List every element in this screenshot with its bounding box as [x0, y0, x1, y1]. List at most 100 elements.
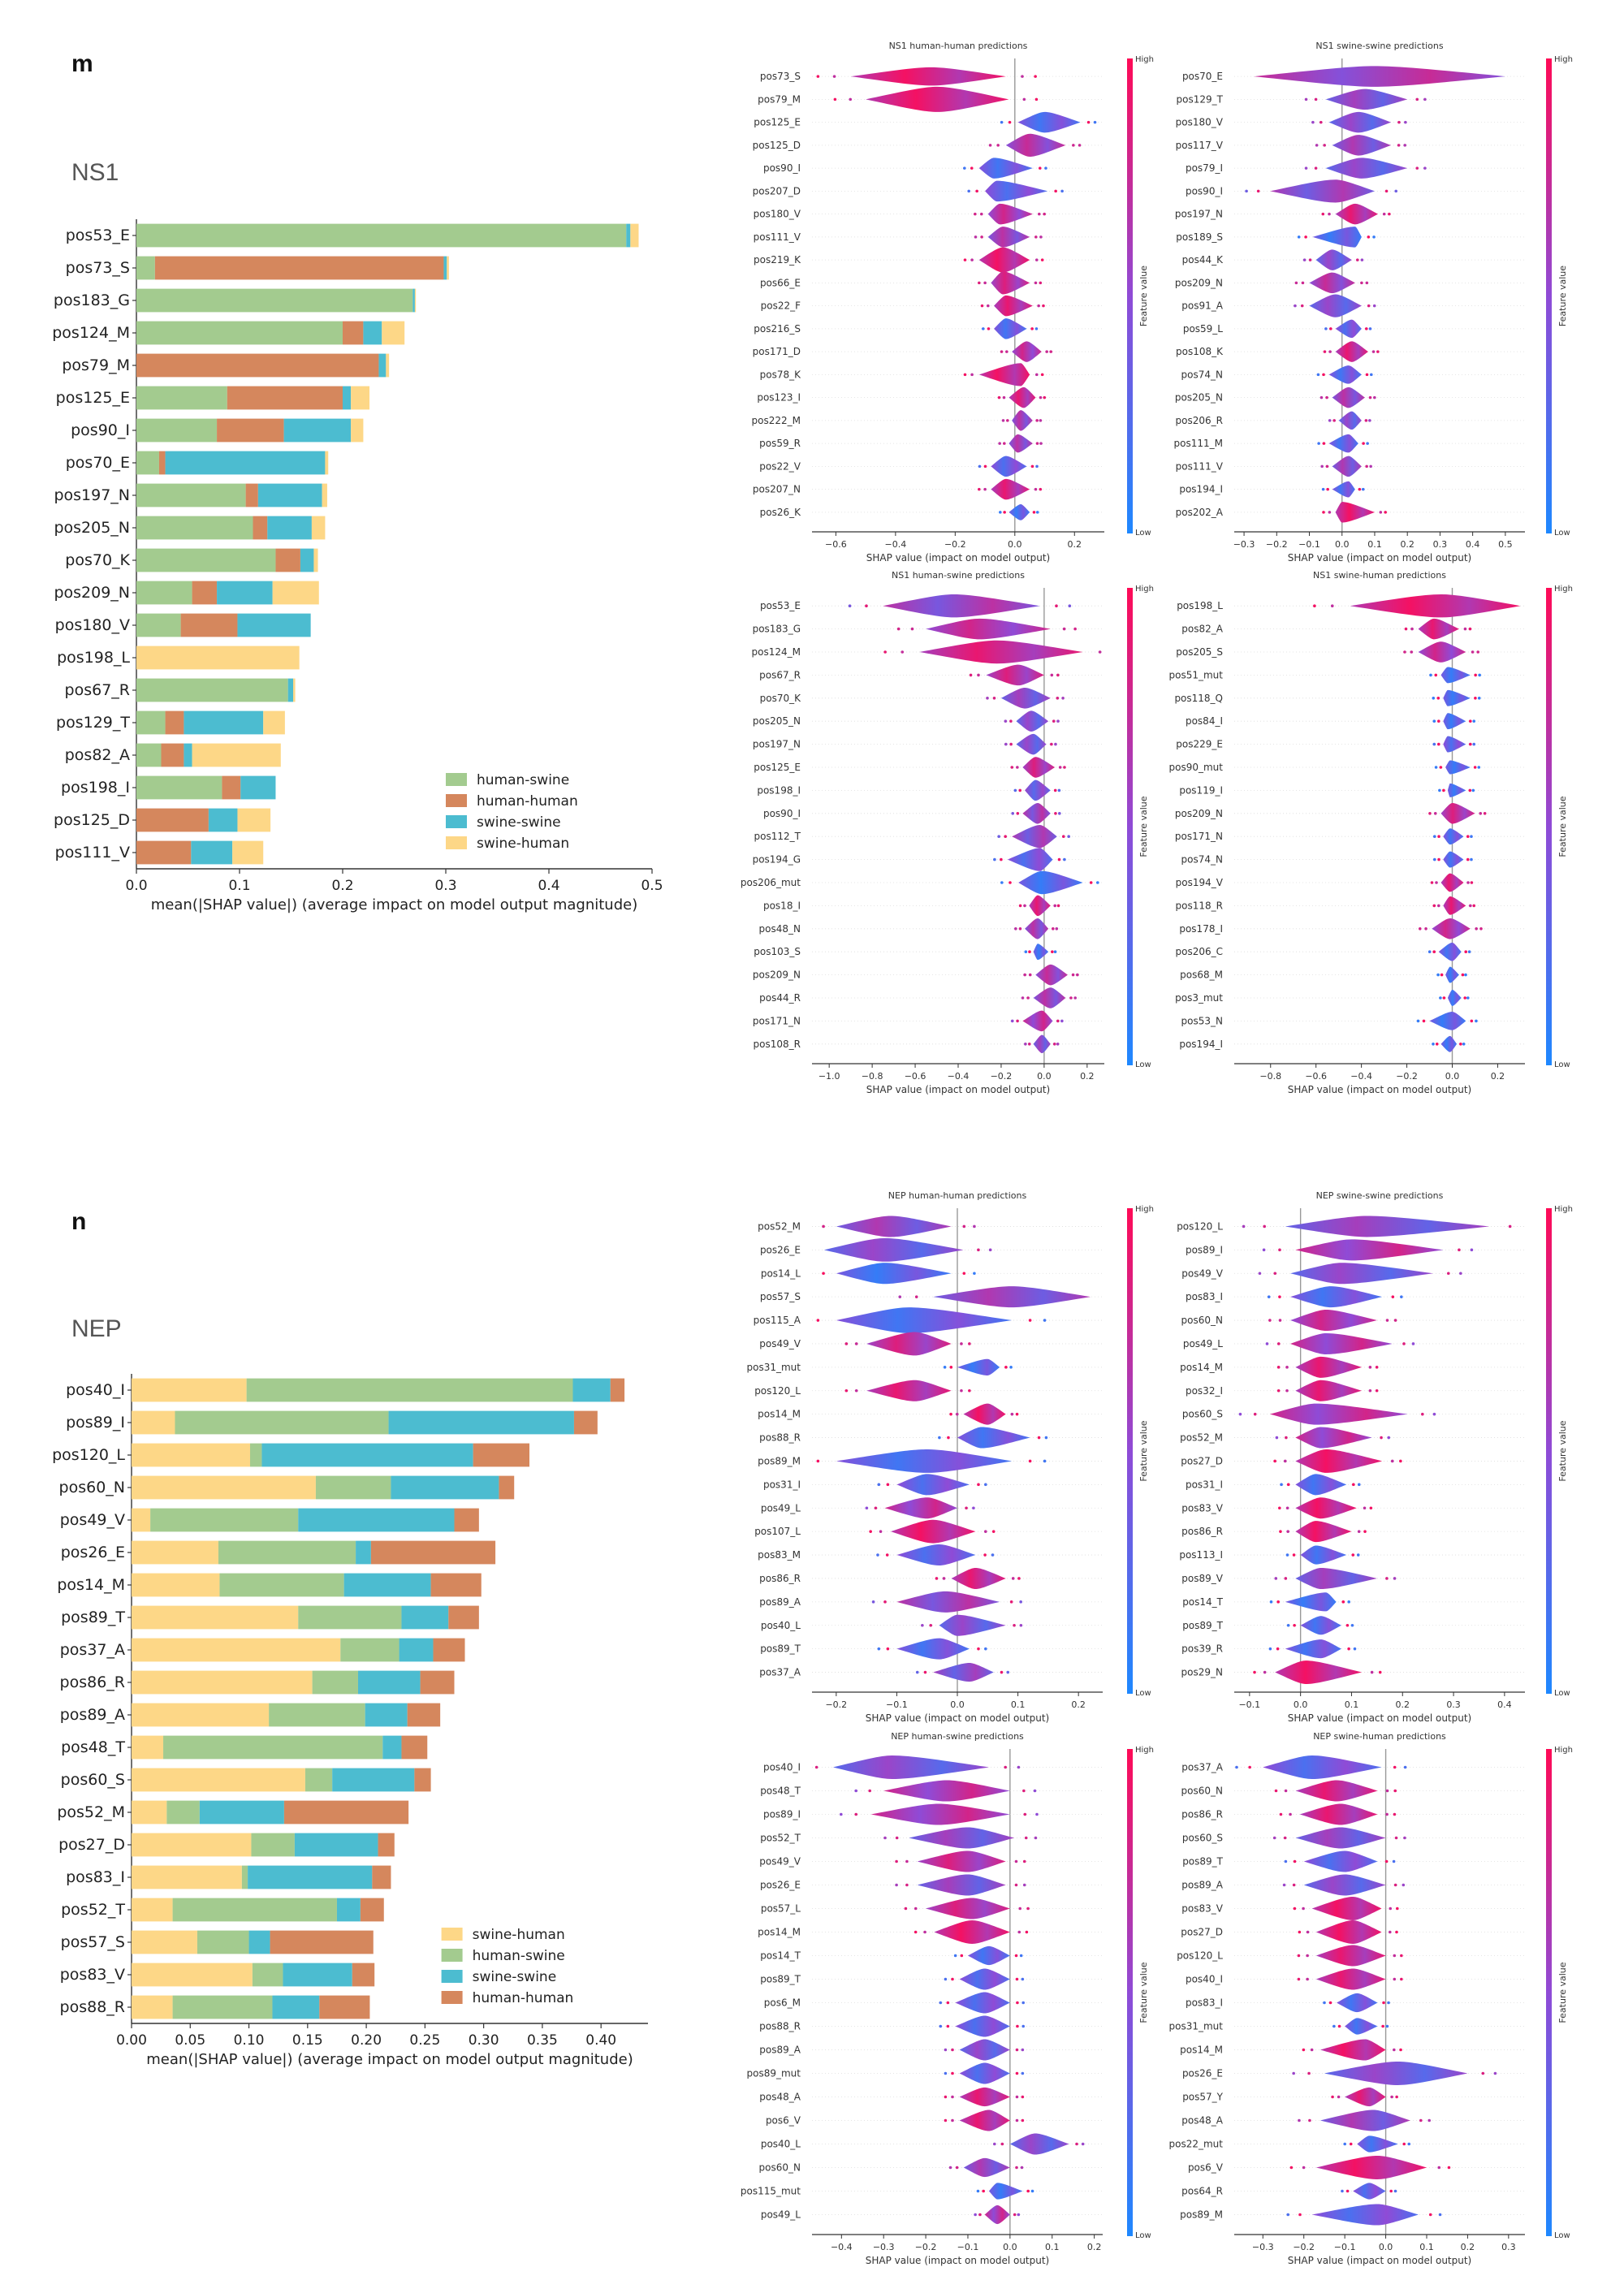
bar-segment-swine-swine: [240, 775, 276, 800]
plot-title: NS1 human-swine predictions: [892, 570, 1025, 581]
shap-point: [1436, 904, 1440, 908]
bar-segment-swine-swine: [248, 1930, 270, 1954]
shap-point: [865, 1506, 869, 1510]
shap-point: [1322, 511, 1325, 514]
feature-label: pos70_E: [1182, 71, 1223, 82]
bar-segment-human-human: [275, 548, 300, 572]
shap-violin: [1332, 135, 1392, 156]
shap-point: [1008, 120, 1012, 124]
feature-label: pos123_I: [757, 392, 801, 404]
bar-segment-swine-swine: [343, 386, 352, 410]
bar-segment-human-human: [401, 1735, 428, 1760]
bar-segment-swine-human: [272, 581, 319, 605]
legend-swatch-human-human: [441, 1991, 463, 2004]
shap-point: [1316, 373, 1320, 377]
shap-point: [1067, 835, 1070, 838]
shap-point: [1289, 2166, 1294, 2170]
bar-segment-human-human: [180, 613, 238, 637]
shap-point: [1367, 304, 1371, 308]
bar-segment-swine-human: [132, 1670, 313, 1695]
x-tick-label: −0.6: [825, 539, 847, 550]
bar-segment-human-swine: [136, 386, 227, 410]
x-tick-label: 0.00: [116, 2032, 147, 2049]
shap-point: [1009, 742, 1013, 746]
shap-point: [1394, 1836, 1398, 1840]
bar-segment-human-swine: [136, 516, 253, 540]
shap-point: [1000, 881, 1004, 884]
shap-violin: [1429, 1012, 1466, 1030]
shap-point: [1000, 1670, 1004, 1674]
shap-point: [1256, 189, 1260, 193]
shap-point: [948, 2166, 952, 2170]
shap-violin: [896, 1544, 976, 1566]
category-label: pos52_T: [61, 1901, 125, 1919]
shap-violin: [1017, 111, 1081, 133]
shap-point: [1369, 373, 1373, 377]
bar-segment-human-swine: [136, 775, 222, 800]
shap-point: [1072, 144, 1075, 147]
bar-segment-swine-human: [132, 1865, 242, 1889]
feature-label: pos57_L: [761, 1903, 801, 1915]
shap-point: [1061, 697, 1065, 700]
feature-label: pos51_mut: [1169, 669, 1224, 680]
shap-point: [1075, 2142, 1078, 2146]
shap-point: [1076, 973, 1079, 977]
feature-label: pos86_R: [1181, 1809, 1223, 1820]
shap-point: [895, 1836, 899, 1840]
colorbar-high-label: High: [1135, 1205, 1154, 1214]
colorbar-low-label: Low: [1554, 1060, 1570, 1069]
shap-point: [1371, 350, 1376, 353]
shap-point: [1378, 1670, 1382, 1674]
feature-label: pos22_V: [759, 460, 801, 472]
shap-violin: [1440, 667, 1471, 684]
x-tick-label: −0.4: [948, 1071, 970, 1082]
shap-violin: [1016, 733, 1047, 755]
shap-violin: [1443, 896, 1466, 915]
shap-point: [1356, 1553, 1360, 1557]
category-label: pos129_T: [56, 714, 130, 732]
shap-point: [982, 327, 985, 330]
bar-segment-human-human: [454, 1508, 479, 1532]
category-label: pos120_L: [52, 1446, 125, 1464]
shap-point: [1285, 1388, 1289, 1393]
shap-point: [1016, 1019, 1019, 1023]
bar-segment-human-human: [343, 321, 364, 345]
shap-violin: [1290, 1286, 1383, 1308]
shap-point: [883, 1600, 887, 1604]
shap-point: [1060, 189, 1064, 193]
shap-point: [1015, 1412, 1019, 1416]
feature-label: pos84_I: [1186, 715, 1223, 727]
bar-segment-swine-human: [132, 1605, 299, 1630]
shap-point: [1341, 2189, 1344, 2193]
bar-segment-human-swine: [249, 1443, 262, 1467]
category-label: pos111_V: [55, 844, 130, 861]
bar-segment-human-swine: [136, 256, 155, 280]
bar-segment-human-human: [136, 353, 379, 378]
shap-point: [1471, 650, 1475, 654]
shap-violin: [959, 1968, 1010, 1990]
shap-point: [1428, 812, 1432, 815]
bar-segment-swine-swine: [199, 1800, 284, 1824]
shap-point: [963, 258, 967, 261]
shap-point: [1325, 464, 1329, 469]
shap-point: [1436, 973, 1440, 977]
feature-label: pos26_E: [760, 1880, 801, 1891]
x-tick-label: −0.1: [1298, 539, 1320, 550]
shap-violin: [1345, 2087, 1386, 2107]
feature-label: pos111_V: [754, 231, 801, 243]
legend-swatch-swine-swine: [441, 1970, 463, 1983]
bar-segment-swine-swine: [300, 548, 314, 572]
shap-point: [1023, 904, 1026, 908]
bar-segment-swine-swine: [382, 1735, 402, 1760]
feature-label: pos14_M: [758, 1409, 801, 1420]
shap-violin: [1016, 710, 1049, 732]
bar-segment-human-swine: [312, 1670, 358, 1695]
shap-point: [1435, 1043, 1439, 1046]
shap-point: [1269, 1600, 1273, 1604]
shap-point: [1437, 835, 1440, 838]
shap-point: [1464, 950, 1468, 953]
bar-segment-swine-swine: [217, 581, 273, 605]
shap-point: [1276, 1388, 1281, 1393]
x-tick-label: 0.3: [434, 878, 456, 894]
shap-violin: [959, 2087, 1010, 2107]
